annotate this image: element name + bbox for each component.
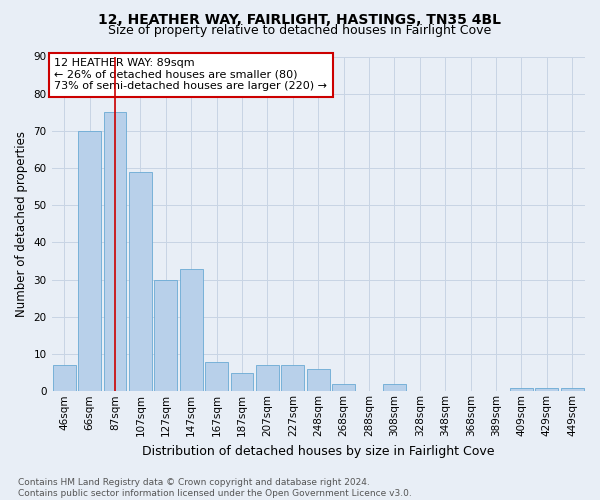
Bar [104,112,127,392]
Bar [332,384,355,392]
Bar [383,384,406,392]
Bar [205,362,228,392]
Bar [154,280,177,392]
Text: Size of property relative to detached houses in Fairlight Cove: Size of property relative to detached ho… [109,24,491,37]
Bar [535,388,559,392]
Bar [510,388,533,392]
Text: 12 HEATHER WAY: 89sqm
← 26% of detached houses are smaller (80)
73% of semi-deta: 12 HEATHER WAY: 89sqm ← 26% of detached … [54,58,327,92]
Bar [129,172,152,392]
Bar [53,365,76,392]
X-axis label: Distribution of detached houses by size in Fairlight Cove: Distribution of detached houses by size … [142,444,494,458]
Bar [307,369,330,392]
Bar [180,268,203,392]
Bar [230,372,253,392]
Bar [256,365,279,392]
Bar [561,388,584,392]
Bar [281,365,304,392]
Bar [78,131,101,392]
Text: 12, HEATHER WAY, FAIRLIGHT, HASTINGS, TN35 4BL: 12, HEATHER WAY, FAIRLIGHT, HASTINGS, TN… [98,12,502,26]
Text: Contains HM Land Registry data © Crown copyright and database right 2024.
Contai: Contains HM Land Registry data © Crown c… [18,478,412,498]
Y-axis label: Number of detached properties: Number of detached properties [15,131,28,317]
